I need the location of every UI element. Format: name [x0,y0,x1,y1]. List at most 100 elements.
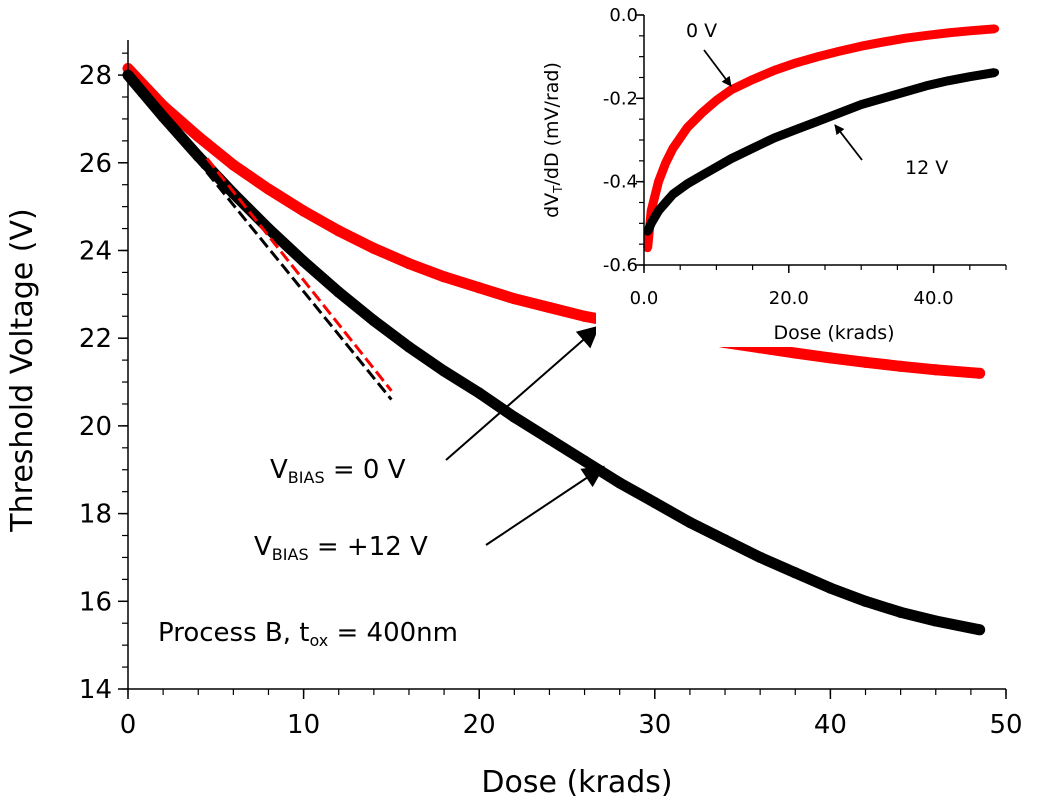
main-series-1-point [368,315,380,327]
inset-series-1-point [712,163,721,172]
main-series-0-point [298,205,310,217]
main-x-tick-label: 50 [989,710,1022,740]
inset-series-1-point [965,72,974,81]
inset-y-tick-label: -0.4 [603,172,638,193]
inset-series-0-point [813,52,822,61]
inset-series-0-point [661,158,670,167]
main-series-1-point [754,551,766,563]
inset-series-1-point [770,133,779,142]
inset-series-0-point [944,28,953,37]
inset-x-tick-label: 0.0 [630,288,659,309]
inset-annotation-12v: 12 V [905,157,948,179]
main-series-0-point [824,352,836,364]
inset-axes: 0.0 20.0 40.0 0.0 -0.2 -0.4 -0.6 [603,5,1007,309]
main-series-1-point [860,595,871,607]
inset-series-0-point [748,75,757,84]
main-series-0-point [860,356,871,368]
inset-series-1-point [922,81,931,90]
main-y-tick-label: 18 [79,500,112,530]
inset-series-0-point [697,108,706,117]
main-fit-line-0 [205,157,393,392]
main-y-tick-label: 16 [79,587,112,617]
inset-series-0-point [878,38,887,47]
main-series-0-point [930,364,942,376]
inset-series-0-point [669,144,677,153]
inset-series-1-point [900,88,909,97]
main-series-1-point [895,606,907,618]
main-series-0-point [192,131,204,142]
main-series-1-point [298,255,310,267]
main-series-0-point [508,293,520,305]
inset-series-1-point [654,206,663,215]
inset-series-0-point [643,244,652,253]
inset-series-group [643,24,1000,253]
inset-arrow-12v [834,124,863,161]
annotation-process: Process B, tox = 400nm [158,618,458,650]
main-x-tick-label: 20 [463,710,496,740]
main-series-1-point [579,455,591,467]
inset-series-0-point [965,26,974,35]
main-series-0-point [403,258,415,270]
main-x-tick-label: 30 [638,710,671,740]
main-series-1-point [508,411,520,423]
main-series-0-point [473,282,485,294]
inset-series-0-point [770,66,779,75]
main-series-1-point [824,582,836,594]
main-x-axis-title: Dose (krads) [481,765,672,800]
main-y-tick-label: 28 [79,61,112,91]
main-fit-line-1 [130,78,393,401]
main-series-0-point [438,271,450,283]
inset-y-tick-label: -0.2 [603,88,638,109]
inset-series-1-point [726,154,735,163]
main-series-0-point [368,242,380,254]
inset-series-1-point [697,171,706,180]
inset-arrow-0v [703,49,732,87]
main-y-tick-label: 22 [79,324,112,354]
main-series-0-point [333,225,345,237]
inset-annotation-0v: 0 V [686,20,717,42]
inset-series-0-point [835,47,844,56]
main-series-1-point [473,387,485,399]
inset-y-axis-title: dVT/dD (mV/rad) [541,62,565,218]
main-x-tick-label: 10 [287,710,320,740]
main-series-1-point [649,497,661,509]
inset-series-0-point [712,96,721,105]
main-series-1-point [438,365,450,377]
main-x-tick-label: 0 [120,710,137,740]
inset-series-0-point [726,86,735,94]
inset-series-1-point [878,94,887,103]
inset-series-1-point [669,190,677,199]
main-series-1-point [789,567,801,579]
inset-series-0-point [991,24,1000,33]
inset-series-0-point [792,58,800,67]
inset-series-0-point [654,177,663,186]
inset-series-0-point [683,123,692,132]
inset-series-0-point [900,34,909,43]
main-series-1-point [684,516,696,528]
inset-y-tick-label: -0.6 [603,255,638,276]
arrow-vbias-0v [445,325,600,461]
main-series-1-point [403,341,415,353]
inset-series-1-point [944,76,953,85]
main-series-1-point [974,624,986,636]
main-y-tick-label: 20 [79,412,112,442]
inset-series-0-point [857,42,866,51]
inset-series-1-point [748,144,757,153]
main-series-1-point [930,615,942,627]
main-series-0-point [579,310,591,322]
main-series-0-point [227,159,239,171]
main-series-0-point [895,360,907,372]
inset-series-1-point [647,219,656,228]
main-series-group [122,63,986,636]
main-axes: 0 10 20 30 40 50 14 16 18 20 22 24 26 28 [79,40,1023,740]
inset-x-axis-title: Dose (krads) [773,322,894,344]
main-series-0-point [974,367,986,379]
inset-series-1-point [792,125,800,134]
inset-series-1-point [835,108,844,117]
main-series-1-point [543,433,555,445]
main-series-1-point [614,477,626,489]
inset-y-tick-label: 0.0 [609,5,638,26]
arrow-vbias-12v [485,465,605,546]
main-y-tick-label: 24 [79,236,112,266]
main-fit-lines [130,78,393,401]
